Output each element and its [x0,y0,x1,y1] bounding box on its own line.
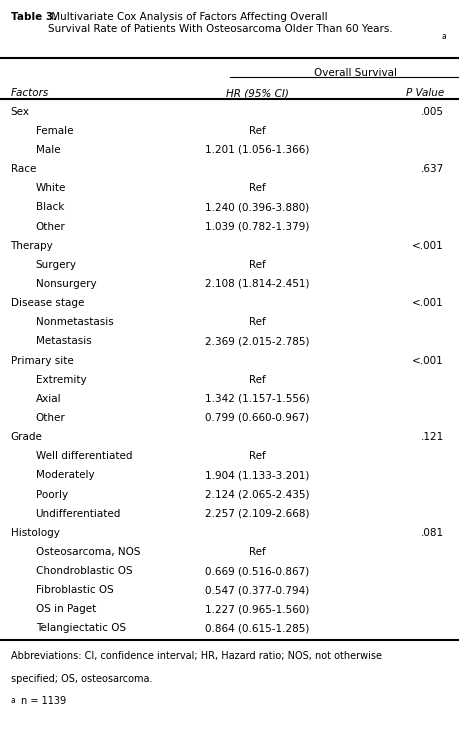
Text: 2.257 (2.109-2.668): 2.257 (2.109-2.668) [205,508,309,519]
Text: Table 3.: Table 3. [10,13,56,22]
Text: Female: Female [36,126,73,136]
Text: 0.864 (0.615-1.285): 0.864 (0.615-1.285) [205,624,309,633]
Text: Metastasis: Metastasis [36,336,91,347]
Text: Nonmetastasis: Nonmetastasis [36,317,113,327]
Text: P Value: P Value [406,88,444,98]
Text: Chondroblastic OS: Chondroblastic OS [36,566,132,576]
Text: <.001: <.001 [412,241,444,251]
Text: Undifferentiated: Undifferentiated [36,508,121,519]
Text: 1.201 (1.056-1.366): 1.201 (1.056-1.366) [205,145,309,155]
Text: 0.547 (0.377-0.794): 0.547 (0.377-0.794) [205,585,309,595]
Text: a: a [10,695,15,705]
Text: Moderately: Moderately [36,470,94,480]
Text: Ref: Ref [248,375,265,385]
Text: Nonsurgery: Nonsurgery [36,279,96,289]
Text: Fibroblastic OS: Fibroblastic OS [36,585,113,595]
Text: Ref: Ref [248,317,265,327]
Text: Surgery: Surgery [36,260,77,270]
Text: Disease stage: Disease stage [10,298,84,308]
Text: Abbreviations: CI, confidence interval; HR, Hazard ratio; NOS, not otherwise: Abbreviations: CI, confidence interval; … [10,652,382,661]
Text: 2.369 (2.015-2.785): 2.369 (2.015-2.785) [205,336,309,347]
Text: Therapy: Therapy [10,241,53,251]
Text: Ref: Ref [248,260,265,270]
Text: .081: .081 [421,528,444,538]
Text: Telangiectatic OS: Telangiectatic OS [36,624,126,633]
Text: 1.039 (0.782-1.379): 1.039 (0.782-1.379) [205,222,309,231]
Text: 0.799 (0.660-0.967): 0.799 (0.660-0.967) [205,413,309,423]
Text: <.001: <.001 [412,298,444,308]
Text: Ref: Ref [248,183,265,193]
Text: HR (95% CI): HR (95% CI) [226,88,288,98]
Text: Primary site: Primary site [10,355,73,366]
Text: a: a [442,32,447,41]
Text: Poorly: Poorly [36,489,68,500]
Text: n = 1139: n = 1139 [20,695,66,706]
Text: 1.227 (0.965-1.560): 1.227 (0.965-1.560) [205,605,309,614]
Text: Osteosarcoma, NOS: Osteosarcoma, NOS [36,547,140,557]
Text: 1.240 (0.396-3.880): 1.240 (0.396-3.880) [205,202,309,212]
Text: .121: .121 [421,432,444,442]
Text: Histology: Histology [10,528,59,538]
Text: Overall Survival: Overall Survival [314,68,397,78]
Text: Ref: Ref [248,452,265,461]
Text: 1.904 (1.133-3.201): 1.904 (1.133-3.201) [205,470,309,480]
Text: Male: Male [36,145,60,155]
Text: Extremity: Extremity [36,375,86,385]
Text: .005: .005 [421,106,444,117]
Text: Well differentiated: Well differentiated [36,452,132,461]
Text: Race: Race [10,164,36,174]
Text: .637: .637 [421,164,444,174]
Text: <.001: <.001 [412,355,444,366]
Text: 2.124 (2.065-2.435): 2.124 (2.065-2.435) [205,489,309,500]
Text: White: White [36,183,66,193]
Text: Multivariate Cox Analysis of Factors Affecting Overall
Survival Rate of Patients: Multivariate Cox Analysis of Factors Aff… [48,13,392,34]
Text: Sex: Sex [10,106,29,117]
Text: Other: Other [36,222,65,231]
Text: Factors: Factors [10,88,49,98]
Text: Black: Black [36,202,64,212]
Text: Axial: Axial [36,394,61,403]
Text: Grade: Grade [10,432,42,442]
Text: Ref: Ref [248,547,265,557]
Text: 0.669 (0.516-0.867): 0.669 (0.516-0.867) [205,566,309,576]
Text: 2.108 (1.814-2.451): 2.108 (1.814-2.451) [205,279,309,289]
Text: OS in Paget: OS in Paget [36,605,96,614]
Text: 1.342 (1.157-1.556): 1.342 (1.157-1.556) [205,394,309,403]
Text: specified; OS, osteosarcoma.: specified; OS, osteosarcoma. [10,673,152,684]
Text: Other: Other [36,413,65,423]
Text: Ref: Ref [248,126,265,136]
